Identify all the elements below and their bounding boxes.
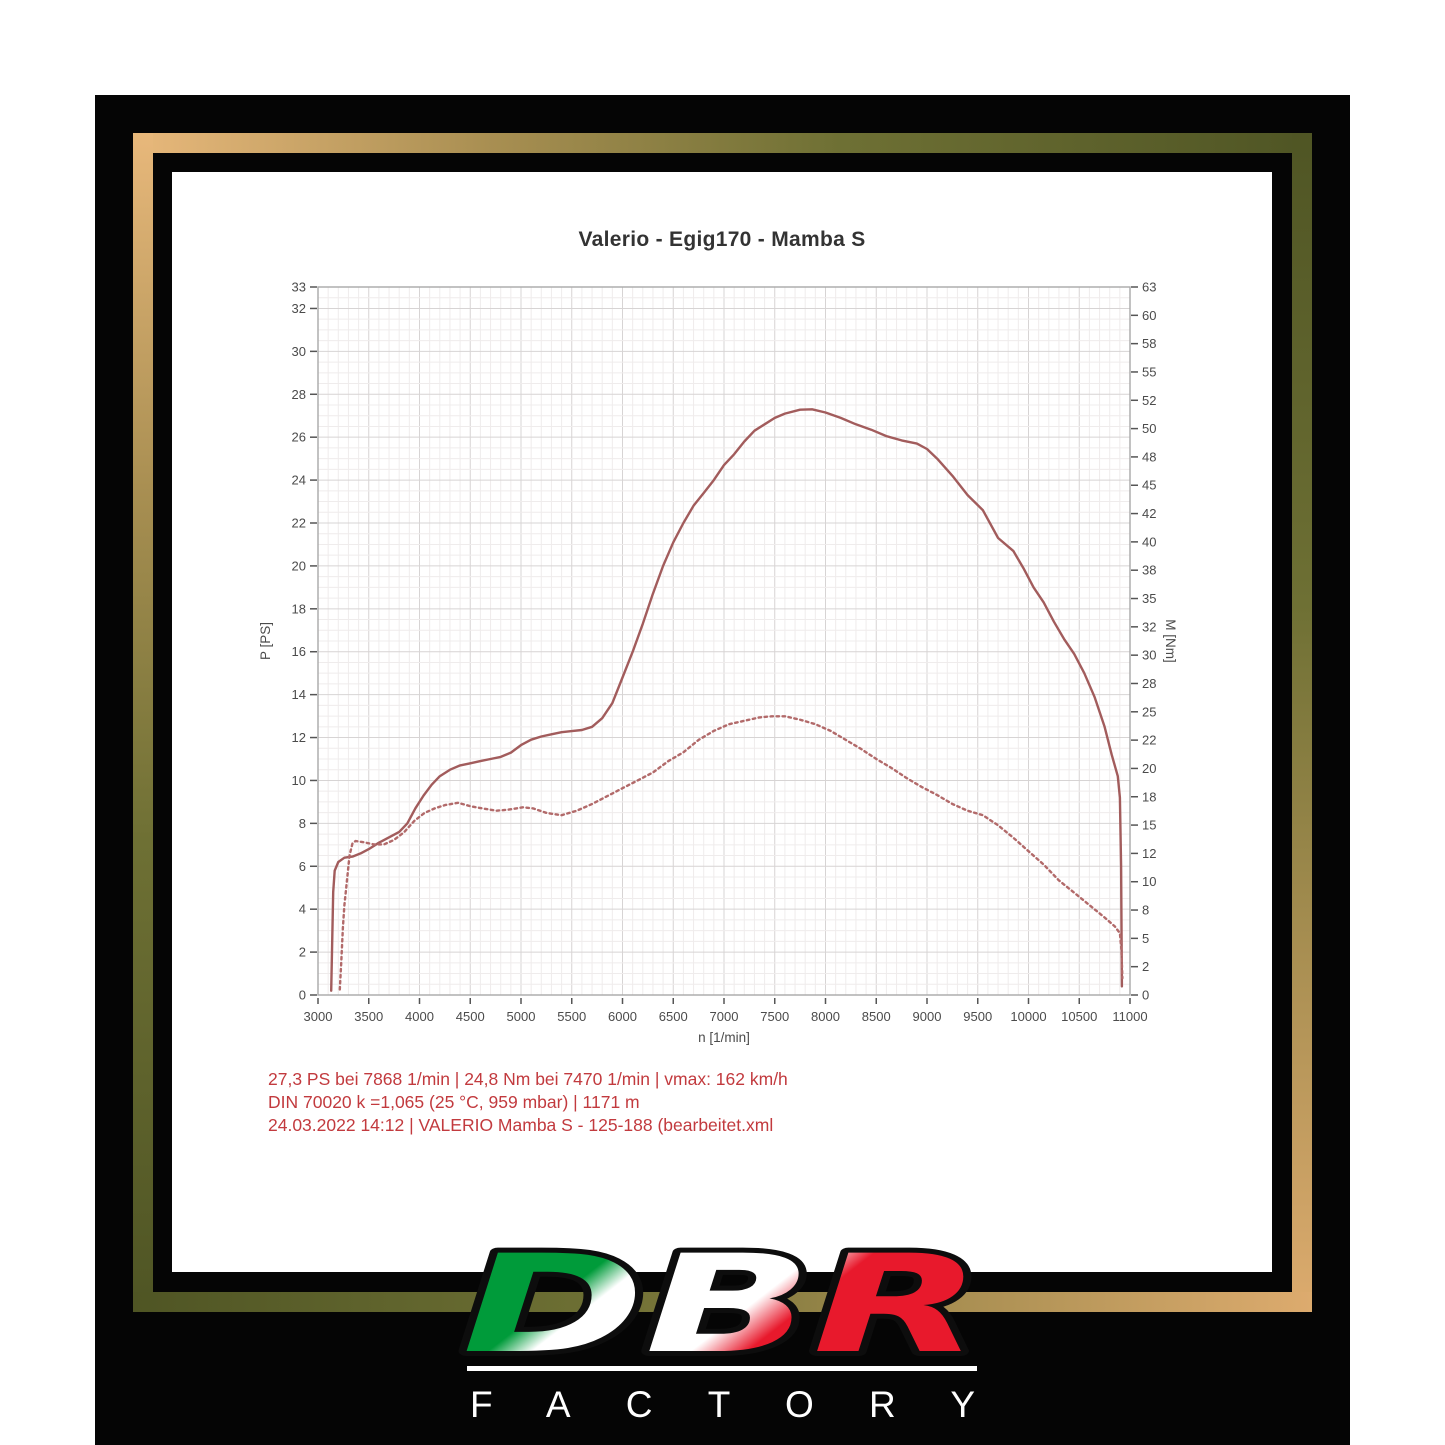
dyno-result-text: 27,3 PS bei 7868 1/min | 24,8 Nm bei 747… bbox=[268, 1068, 788, 1137]
logo-subtitle-text: FACTORY bbox=[470, 1384, 975, 1425]
svg-text:12: 12 bbox=[292, 730, 306, 745]
svg-text:40: 40 bbox=[1142, 534, 1156, 549]
svg-text:3000: 3000 bbox=[304, 1009, 333, 1024]
svg-text:16: 16 bbox=[292, 644, 306, 659]
left-axis-label: P [PS] bbox=[258, 622, 273, 660]
svg-text:12: 12 bbox=[1142, 846, 1156, 861]
gold-frame-top bbox=[133, 133, 1312, 153]
svg-text:52: 52 bbox=[1142, 393, 1156, 408]
svg-text:4500: 4500 bbox=[456, 1009, 485, 1024]
svg-text:55: 55 bbox=[1142, 364, 1156, 379]
svg-text:6000: 6000 bbox=[608, 1009, 637, 1024]
gold-frame-right bbox=[1292, 133, 1312, 1312]
svg-text:38: 38 bbox=[1142, 563, 1156, 578]
gold-frame-left bbox=[133, 133, 153, 1312]
svg-text:42: 42 bbox=[1142, 506, 1156, 521]
svg-text:45: 45 bbox=[1142, 478, 1156, 493]
svg-text:0: 0 bbox=[299, 988, 306, 1003]
svg-text:2: 2 bbox=[299, 945, 306, 960]
result-line-file: 24.03.2022 14:12 | VALERIO Mamba S - 125… bbox=[268, 1115, 774, 1135]
svg-text:5500: 5500 bbox=[557, 1009, 586, 1024]
chart-title: Valerio - Egig170 - Mamba S bbox=[578, 228, 866, 251]
svg-text:30: 30 bbox=[1142, 648, 1156, 663]
svg-text:48: 48 bbox=[1142, 449, 1156, 464]
svg-text:5: 5 bbox=[1142, 931, 1149, 946]
svg-text:4: 4 bbox=[299, 902, 306, 917]
svg-text:10500: 10500 bbox=[1061, 1009, 1097, 1024]
svg-text:7500: 7500 bbox=[760, 1009, 789, 1024]
svg-text:20: 20 bbox=[1142, 761, 1156, 776]
svg-text:22: 22 bbox=[1142, 733, 1156, 748]
svg-text:8: 8 bbox=[1142, 903, 1149, 918]
svg-text:25: 25 bbox=[1142, 704, 1156, 719]
svg-text:24: 24 bbox=[292, 473, 306, 488]
svg-text:3500: 3500 bbox=[354, 1009, 383, 1024]
svg-text:4000: 4000 bbox=[405, 1009, 434, 1024]
svg-text:6: 6 bbox=[299, 859, 306, 874]
svg-text:60: 60 bbox=[1142, 308, 1156, 323]
svg-text:7000: 7000 bbox=[710, 1009, 739, 1024]
svg-text:5000: 5000 bbox=[507, 1009, 536, 1024]
svg-text:32: 32 bbox=[1142, 619, 1156, 634]
logo-brand-text: DBR bbox=[462, 1233, 982, 1383]
svg-text:63: 63 bbox=[1142, 280, 1156, 295]
curve-power bbox=[329, 408, 1124, 992]
svg-text:8500: 8500 bbox=[862, 1009, 891, 1024]
svg-text:22: 22 bbox=[292, 516, 306, 531]
result-line-peaks: 27,3 PS bei 7868 1/min | 24,8 Nm bei 747… bbox=[268, 1069, 788, 1089]
curve-torque bbox=[338, 715, 1124, 991]
svg-text:2: 2 bbox=[1142, 959, 1149, 974]
svg-text:33: 33 bbox=[292, 280, 306, 295]
dyno-chart-panel: Valerio - Egig170 - Mamba S 3000 3500 4000… bbox=[172, 172, 1272, 1272]
result-line-din: DIN 70020 k =1,065 (25 °C, 959 mbar) | 1… bbox=[268, 1092, 640, 1112]
x-axis-label: n [1/min] bbox=[698, 1030, 750, 1045]
svg-text:28: 28 bbox=[292, 387, 306, 402]
svg-text:20: 20 bbox=[292, 558, 306, 573]
svg-text:18: 18 bbox=[1142, 789, 1156, 804]
dbr-factory-logo: DBR FACTORY bbox=[457, 1233, 987, 1425]
gold-frame-bottom bbox=[133, 1292, 1312, 1312]
svg-text:6500: 6500 bbox=[659, 1009, 688, 1024]
svg-text:50: 50 bbox=[1142, 421, 1156, 436]
svg-text:14: 14 bbox=[292, 687, 306, 702]
svg-text:0: 0 bbox=[1142, 988, 1149, 1003]
svg-text:11000: 11000 bbox=[1112, 1009, 1147, 1024]
svg-text:10: 10 bbox=[292, 773, 306, 788]
curves bbox=[329, 408, 1124, 992]
logo-divider-line bbox=[467, 1366, 977, 1371]
svg-text:9500: 9500 bbox=[963, 1009, 992, 1024]
svg-text:26: 26 bbox=[292, 430, 306, 445]
svg-text:8: 8 bbox=[299, 816, 306, 831]
svg-text:35: 35 bbox=[1142, 591, 1156, 606]
svg-text:10: 10 bbox=[1142, 874, 1156, 889]
svg-text:9000: 9000 bbox=[913, 1009, 942, 1024]
right-axis-label: M [Nm] bbox=[1163, 619, 1178, 663]
axis-ticks: 3000 3500 4000 4500 5000 5500 6000 6500 7000 7500… bbox=[258, 280, 1178, 1046]
grid bbox=[317, 286, 1131, 996]
svg-text:10000: 10000 bbox=[1010, 1009, 1046, 1024]
svg-text:15: 15 bbox=[1142, 818, 1156, 833]
svg-text:58: 58 bbox=[1142, 336, 1156, 351]
svg-text:28: 28 bbox=[1142, 676, 1156, 691]
svg-text:8000: 8000 bbox=[811, 1009, 840, 1024]
svg-text:32: 32 bbox=[292, 301, 306, 316]
svg-text:18: 18 bbox=[292, 601, 306, 616]
dyno-chart: 3000 3500 4000 4500 5000 5500 6000 6500 7000 7500… bbox=[258, 280, 1178, 1046]
svg-text:30: 30 bbox=[292, 344, 306, 359]
